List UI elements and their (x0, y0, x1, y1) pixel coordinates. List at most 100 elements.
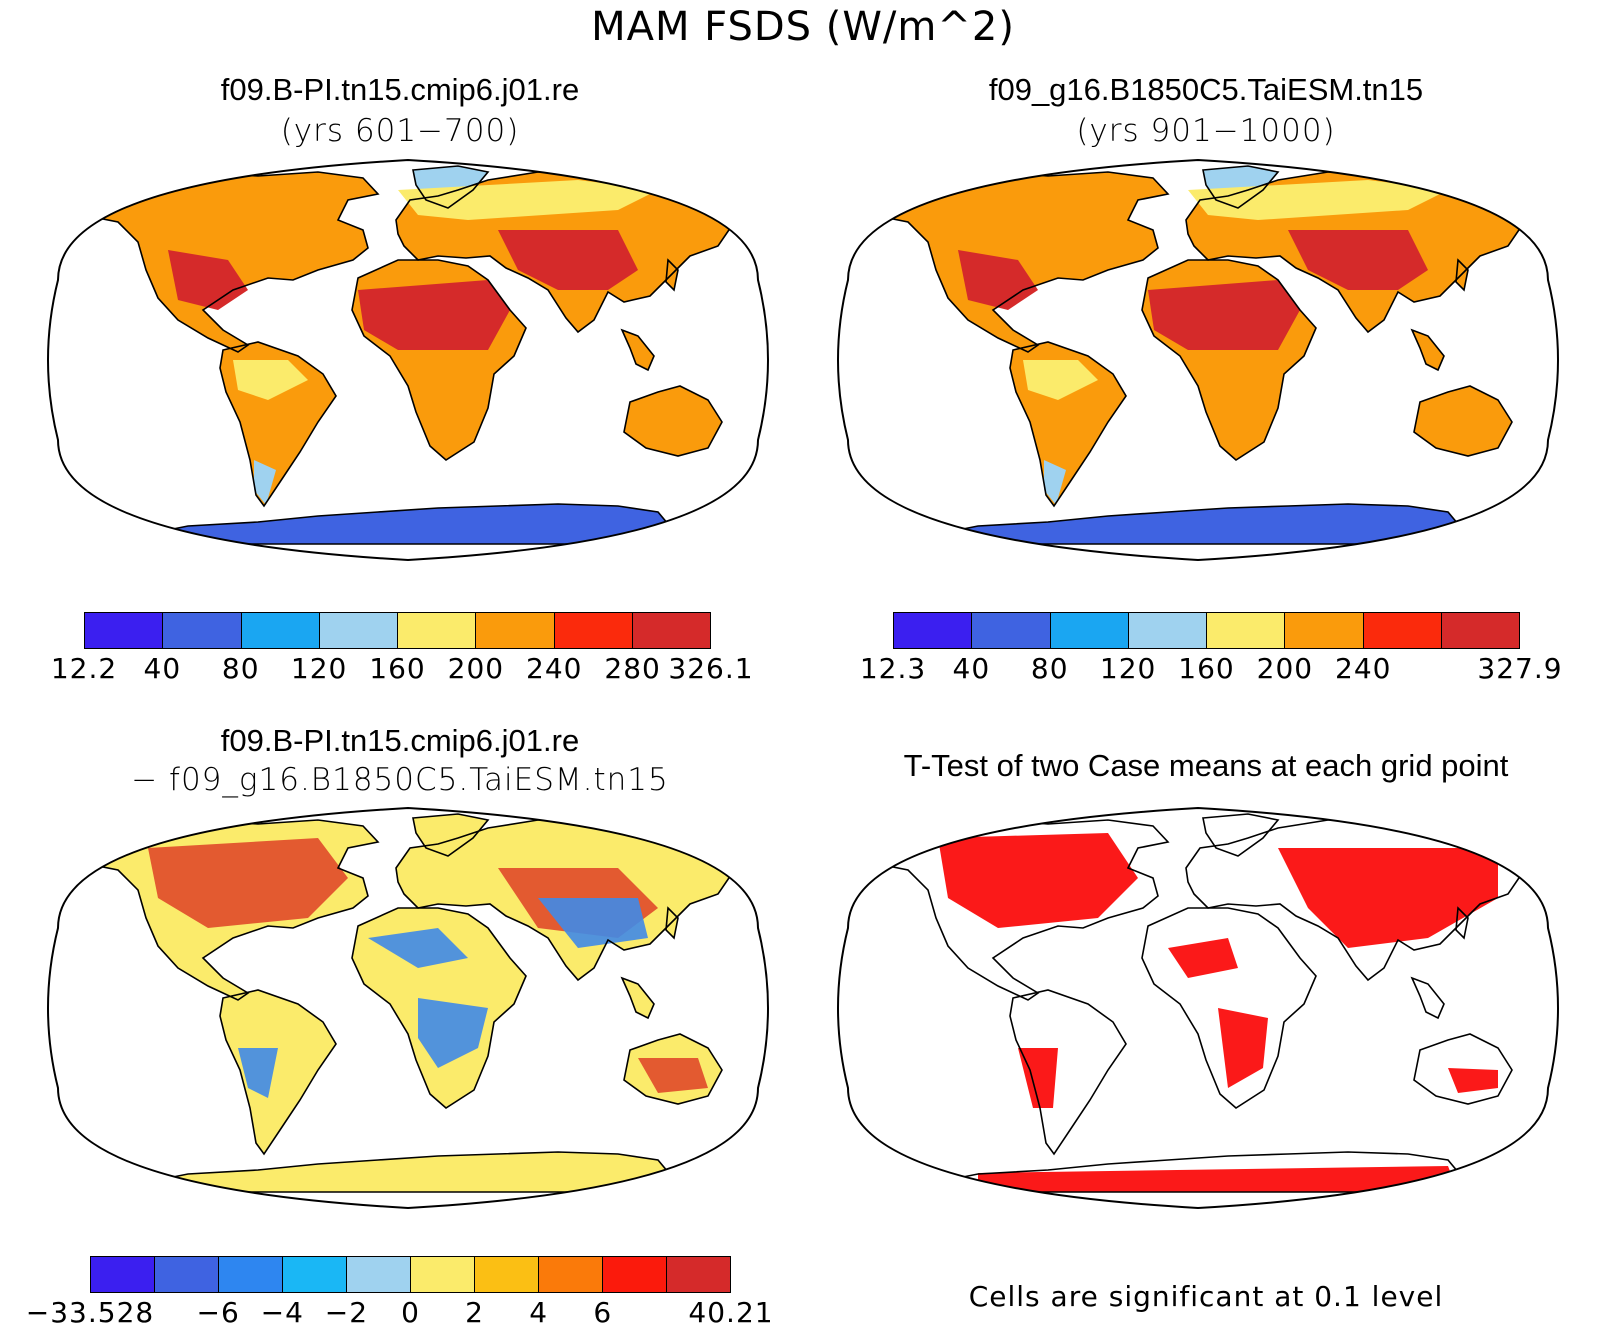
coastline-northAmerica (866, 171, 1170, 353)
field-patch (958, 250, 1038, 310)
field-patch (1288, 230, 1428, 290)
coastline-eurasia (395, 169, 739, 334)
coastline-japan (1455, 906, 1469, 940)
map-case2 (837, 158, 1559, 562)
significance-patch (1168, 938, 1238, 978)
panel1-subtitle: (yrs 601−700) (280, 113, 520, 149)
coastline-greenland (412, 813, 490, 857)
map-land-layer (866, 165, 1529, 545)
coastline-japan (1455, 258, 1469, 292)
map-border (47, 806, 769, 1210)
field-patch (538, 898, 648, 948)
colorbar-segment (241, 613, 320, 648)
colorbar-segment (398, 613, 477, 648)
field-patch (233, 360, 308, 400)
ttest-significance-note: Cells are significant at 0.1 level (968, 1280, 1444, 1313)
panel4-title: T-Test of two Case means at each grid po… (903, 748, 1509, 783)
field-patch (1023, 360, 1098, 400)
colorbar-tick-label: −33.528 (25, 1296, 155, 1329)
landmass-southAmerica (220, 990, 336, 1154)
colorbar-tick-label: −2 (324, 1296, 369, 1329)
coastline-africa (1141, 907, 1317, 1109)
coastline-greenland (1202, 813, 1280, 857)
landmass-southAmerica (1010, 990, 1126, 1154)
colorbar-case1 (84, 612, 711, 649)
coastline-australia (623, 1033, 723, 1105)
field-patch (498, 230, 638, 290)
colorbar-tick-label: 40 (143, 652, 182, 685)
map-ttest (837, 806, 1559, 1210)
coastline-africa (1141, 259, 1317, 461)
colorbar-tick-label: 160 (1178, 652, 1235, 685)
colorbar-segment (1363, 613, 1442, 648)
significance-patch (1278, 848, 1498, 948)
panel1-title: f09.B-PI.tn15.cmip6.j01.re (220, 72, 580, 107)
coastline-northAmerica (76, 819, 380, 1001)
map-border (837, 158, 1559, 562)
field-patch (368, 928, 468, 968)
landmass-seAsia (1412, 330, 1444, 370)
colorbar-segment (283, 1257, 347, 1292)
colorbar-segment (554, 613, 633, 648)
panel2-subtitle: (yrs 901−1000) (1076, 113, 1336, 149)
significance-patch (1218, 1008, 1268, 1088)
colorbar-case2-ticks: 12.3 40 80 120 160 200 240 327.9 (860, 652, 1562, 688)
colorbar-tick-label: −6 (196, 1296, 240, 1329)
coastline-northAmerica (866, 819, 1170, 1001)
landmass-antarctica (138, 1152, 678, 1192)
colorbar-tick-label: 40 (952, 652, 991, 685)
significance-patch (978, 1166, 1458, 1192)
colorbar-tick-label: 120 (290, 652, 348, 685)
colorbar-segment (476, 613, 555, 648)
colorbar-segment (155, 1257, 219, 1292)
colorbar-segment (1207, 613, 1286, 648)
colorbar-segment (539, 1257, 603, 1292)
map-land-layer (76, 165, 739, 545)
map-difference (47, 806, 769, 1210)
colorbar-tick-label: 12.2 (50, 652, 118, 685)
coastline-australia (623, 385, 723, 457)
colorbar-tick-label: 327.9 (1477, 652, 1563, 685)
coastline-northAmerica (76, 171, 380, 353)
colorbar-segment (319, 613, 398, 648)
coastline-seAsia (1410, 328, 1445, 372)
colorbar-segment (1050, 613, 1129, 648)
field-patch (418, 998, 488, 1068)
coastline-japan (665, 906, 679, 940)
colorbar-segment (91, 1257, 155, 1292)
colorbar-segment (603, 1257, 667, 1292)
colorbar-tick-label: 240 (1335, 652, 1392, 685)
coastline-eurasia (1185, 169, 1529, 334)
panel3-title: f09.B-PI.tn15.cmip6.j01.re (220, 723, 580, 758)
colorbar-tick-label: 12.3 (859, 652, 927, 685)
coastline-seAsia (1410, 976, 1445, 1020)
colorbar-segment (972, 613, 1051, 648)
coastline-southAmerica (1009, 341, 1127, 508)
coastline-seAsia (620, 328, 655, 372)
field-patch (1188, 180, 1448, 220)
field-patch (168, 250, 248, 310)
landmass-seAsia (1412, 978, 1444, 1018)
significance-patch (938, 833, 1138, 928)
colorbar-case2 (893, 612, 1520, 649)
significance-patch (1018, 1048, 1058, 1108)
significance-patch (1448, 1068, 1498, 1093)
map-border (837, 806, 1559, 1210)
landmass-australia (624, 386, 722, 456)
field-patch (1044, 460, 1066, 505)
colorbar-segment (632, 613, 710, 648)
panel3-subtitle: − f09_g16.B1850C5.TaiESM.tn15 (131, 762, 669, 798)
colorbar-tick-label: 240 (526, 652, 583, 685)
colorbar-segment (411, 1257, 475, 1292)
field-patch (358, 280, 510, 350)
coastline-southAmerica (219, 341, 337, 508)
colorbar-segment (347, 1257, 411, 1292)
colorbar-tick-label: 200 (1256, 652, 1314, 685)
coastline-eurasia (395, 817, 739, 982)
map-border (47, 158, 769, 562)
field-patch (638, 1058, 708, 1093)
coastline-seAsia (620, 976, 655, 1020)
colorbar-tick-label: 120 (1099, 652, 1157, 685)
field-patch (254, 460, 276, 505)
coastline-greenland (412, 165, 490, 209)
